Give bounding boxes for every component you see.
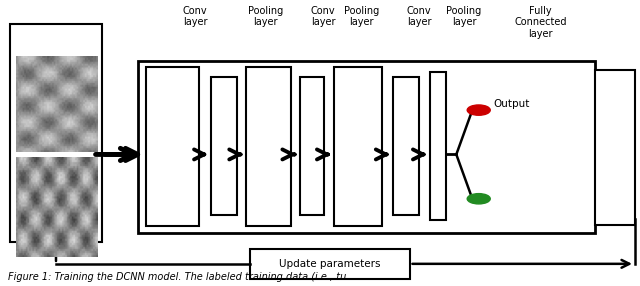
Circle shape: [467, 105, 490, 115]
Text: Conv
layer: Conv layer: [407, 6, 431, 27]
Bar: [393, 77, 419, 214]
Text: Fully
Connected
layer: Fully Connected layer: [515, 6, 567, 39]
Text: Pooling
layer: Pooling layer: [344, 6, 380, 27]
Bar: [300, 77, 324, 214]
Bar: [10, 24, 102, 242]
Text: Update parameters: Update parameters: [279, 259, 380, 269]
Text: Conv
layer: Conv layer: [311, 6, 335, 27]
Bar: [246, 67, 291, 226]
Bar: [146, 67, 199, 226]
Text: Conv
layer: Conv layer: [183, 6, 207, 27]
Bar: [595, 70, 635, 225]
Bar: [430, 72, 446, 220]
Bar: [250, 249, 410, 279]
Text: Figure 1: Training the DCNN model. The labeled training data (i.e., tu: Figure 1: Training the DCNN model. The l…: [8, 272, 346, 282]
Text: Pooling
layer: Pooling layer: [446, 6, 482, 27]
Bar: [138, 61, 595, 233]
Text: Output: Output: [493, 99, 530, 109]
Bar: [334, 67, 382, 226]
Bar: [211, 77, 237, 214]
Text: tumor: tumor: [40, 120, 72, 130]
Text: non tumor: non tumor: [29, 229, 83, 239]
Text: Pooling
layer: Pooling layer: [248, 6, 284, 27]
Circle shape: [467, 194, 490, 204]
